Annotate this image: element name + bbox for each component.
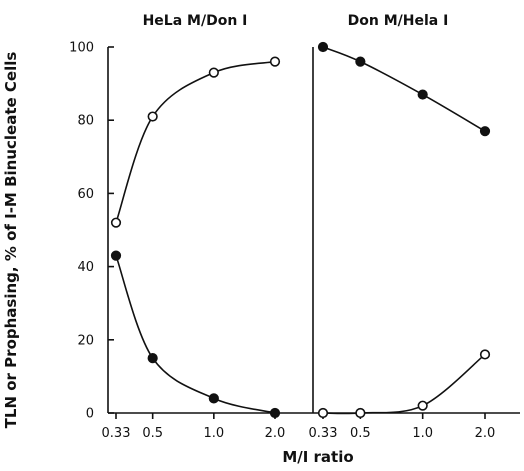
data-point-open — [110, 217, 122, 228]
series-line — [115, 255, 276, 414]
data-point-filled — [317, 41, 329, 53]
x-tick-label: 2.0 — [475, 426, 496, 441]
x-tick-label: 0.33 — [102, 426, 131, 441]
y-axis-title: TLN or Prophasing, % of I-M Binucleate C… — [2, 52, 20, 429]
data-point-open — [417, 400, 428, 411]
points-layer — [110, 41, 491, 419]
labels-layer: 0 20 40 60 80 100 0.33 0.5 1.0 2.0 0.33 0.5 1.0 2.0 — [69, 41, 495, 442]
series-line — [115, 60, 276, 223]
panel-title-right: Don M/Hela I — [348, 13, 449, 29]
curves-layer — [115, 46, 486, 415]
axes-layer — [107, 46, 520, 419]
series-line — [322, 353, 486, 415]
data-point-open — [317, 407, 329, 419]
data-point-filled — [147, 353, 158, 364]
data-point-open — [269, 56, 281, 67]
x-tick-label: 2.0 — [265, 426, 286, 441]
data-point-filled — [355, 56, 366, 67]
data-point-open — [479, 349, 491, 360]
x-tick-label: 1.0 — [203, 426, 224, 441]
data-point-open — [208, 67, 219, 78]
data-point-filled — [269, 407, 281, 419]
data-point-filled — [208, 393, 219, 404]
y-tick-label: 20 — [77, 333, 94, 348]
data-point-open — [147, 111, 158, 122]
data-point-filled — [417, 89, 428, 100]
panel-title-left: HeLa M/Don I — [143, 13, 248, 29]
x-tick-label: 0.5 — [350, 426, 371, 441]
series-line — [322, 46, 486, 132]
data-point-filled — [479, 126, 491, 137]
x-axis-title: M/I ratio — [282, 448, 353, 466]
y-tick-label: 60 — [77, 187, 94, 202]
y-tick-label: 40 — [77, 260, 94, 275]
y-tick-label: 80 — [77, 114, 94, 129]
x-tick-label: 0.5 — [142, 426, 163, 441]
data-point-filled — [110, 250, 122, 261]
x-tick-label: 0.33 — [309, 426, 338, 441]
x-tick-label: 1.0 — [412, 426, 433, 441]
data-point-open — [355, 407, 366, 419]
y-tick-label: 100 — [69, 41, 94, 56]
y-tick-label: 0 — [86, 407, 94, 422]
